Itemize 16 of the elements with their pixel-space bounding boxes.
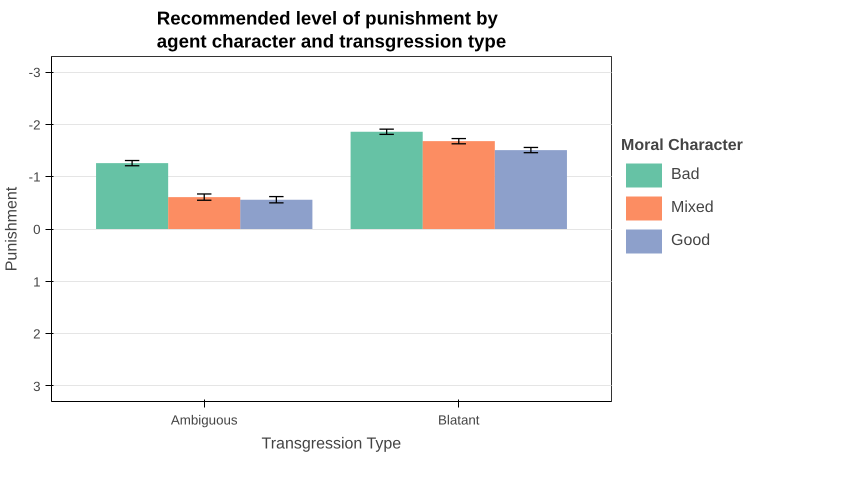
- y-tick-label: -2: [28, 117, 41, 132]
- legend-title: Moral Character: [621, 137, 743, 155]
- y-tick-label: -3: [28, 65, 41, 80]
- x-axis-title: Transgression Type: [262, 436, 402, 452]
- x-tick-label: Blatant: [438, 412, 480, 428]
- legend-label: Good: [671, 232, 711, 250]
- y-tick-label: 0: [33, 222, 41, 237]
- y-tick-label: -1: [28, 170, 41, 185]
- chart-title: Recommended level of punishment by agent character and transgression type: [156, 7, 506, 52]
- y-tick-label: 1: [33, 274, 41, 290]
- legend-label: Bad: [671, 166, 700, 184]
- y-axis-title: Punishment: [4, 186, 21, 272]
- x-tick-label: Ambiguous: [170, 412, 238, 428]
- y-tick-label: 2: [33, 326, 41, 342]
- y-tick-label: 3: [33, 378, 41, 394]
- legend-label: Mixed: [671, 199, 714, 217]
